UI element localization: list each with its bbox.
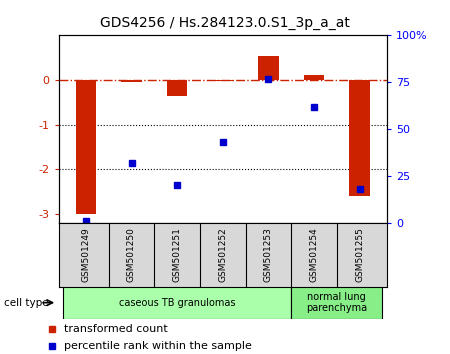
Text: caseous TB granulomas: caseous TB granulomas xyxy=(119,298,235,308)
Bar xyxy=(258,56,279,80)
Bar xyxy=(212,80,233,81)
Text: transformed count: transformed count xyxy=(64,324,168,333)
Bar xyxy=(304,75,324,80)
Text: GSM501255: GSM501255 xyxy=(355,227,364,282)
Bar xyxy=(349,80,370,196)
Bar xyxy=(121,80,142,82)
FancyBboxPatch shape xyxy=(291,287,382,319)
Text: GSM501249: GSM501249 xyxy=(81,228,90,282)
Bar xyxy=(167,80,187,96)
Text: GSM501252: GSM501252 xyxy=(218,228,227,282)
Bar xyxy=(76,80,96,214)
Text: percentile rank within the sample: percentile rank within the sample xyxy=(64,341,252,351)
Text: GSM501253: GSM501253 xyxy=(264,227,273,282)
Text: GDS4256 / Hs.284123.0.S1_3p_a_at: GDS4256 / Hs.284123.0.S1_3p_a_at xyxy=(100,16,350,30)
Text: normal lung
parenchyma: normal lung parenchyma xyxy=(306,292,367,314)
Text: GSM501254: GSM501254 xyxy=(310,228,319,282)
Text: GSM501250: GSM501250 xyxy=(127,227,136,282)
FancyBboxPatch shape xyxy=(63,287,291,319)
Text: cell type: cell type xyxy=(4,298,49,308)
Text: GSM501251: GSM501251 xyxy=(173,227,182,282)
